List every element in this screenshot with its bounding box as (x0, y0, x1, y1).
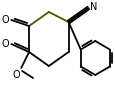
Text: O: O (12, 70, 20, 80)
Text: O: O (2, 39, 9, 49)
Text: O: O (2, 15, 9, 25)
Text: N: N (90, 2, 97, 12)
